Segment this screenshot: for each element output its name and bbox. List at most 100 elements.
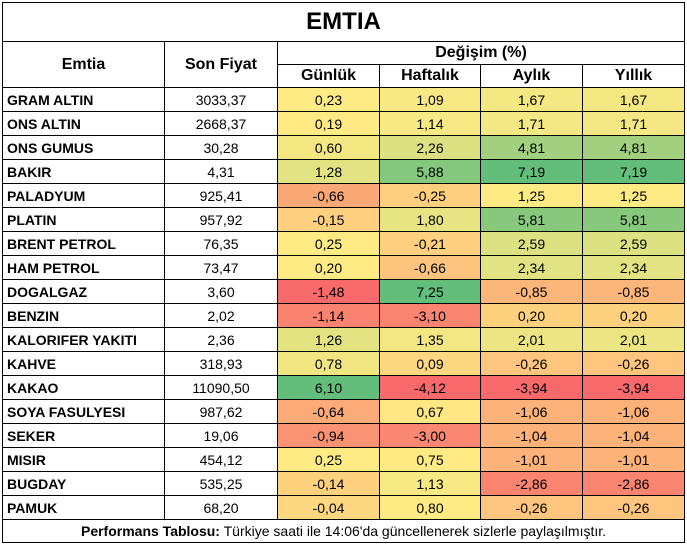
commodity-name: BAKIR <box>2 159 165 184</box>
commodity-name: KALORIFER YAKITI <box>2 327 165 352</box>
change-haftalik: 0,80 <box>379 495 481 520</box>
last-price: 318,93 <box>164 351 278 376</box>
commodity-name: BENZIN <box>2 303 165 328</box>
header-gunluk: Günlük <box>277 64 380 88</box>
last-price: 11090,50 <box>164 375 278 400</box>
change-gunluk: -0,64 <box>277 399 380 424</box>
table-footer: Performans Tablosu: Türkiye saati ile 14… <box>1 519 686 543</box>
change-yillik: 1,25 <box>581 183 686 208</box>
table-row: BRENT PETROL 76,35 0,25 -0,21 2,59 2,59 <box>2 231 686 256</box>
change-gunluk: 0,20 <box>277 255 380 280</box>
change-aylik: 7,19 <box>480 159 583 184</box>
change-haftalik: -3,00 <box>379 423 481 448</box>
last-price: 454,12 <box>164 447 278 472</box>
last-price: 2668,37 <box>164 111 278 136</box>
change-aylik: -2,86 <box>480 471 583 496</box>
change-yillik: 1,71 <box>581 111 686 136</box>
table-row: KAKAO 11090,50 6,10 -4,12 -3,94 -3,94 <box>2 375 686 400</box>
change-haftalik: 1,09 <box>379 87 481 112</box>
header-emtia: Emtia <box>2 41 165 88</box>
commodity-name: BUGDAY <box>2 471 165 496</box>
change-yillik: 4,81 <box>581 135 686 160</box>
change-aylik: 1,67 <box>480 87 583 112</box>
change-haftalik: 1,35 <box>379 327 481 352</box>
commodity-name: KAHVE <box>2 351 165 376</box>
change-yillik: 1,67 <box>581 87 686 112</box>
change-aylik: -3,94 <box>480 375 583 400</box>
commodity-name: DOGALGAZ <box>2 279 165 304</box>
header-son-fiyat: Son Fiyat <box>164 41 278 88</box>
last-price: 957,92 <box>164 207 278 232</box>
change-yillik: -0,26 <box>581 495 686 520</box>
table-title: EMTIA <box>1 2 686 42</box>
change-gunluk: 6,10 <box>277 375 380 400</box>
last-price: 3,60 <box>164 279 278 304</box>
change-yillik: 2,34 <box>581 255 686 280</box>
commodity-name: MISIR <box>2 447 165 472</box>
last-price: 30,28 <box>164 135 278 160</box>
change-haftalik: 2,26 <box>379 135 481 160</box>
change-yillik: -3,94 <box>581 375 686 400</box>
change-yillik: -1,04 <box>581 423 686 448</box>
change-haftalik: 5,88 <box>379 159 481 184</box>
change-aylik: 1,25 <box>480 183 583 208</box>
header-aylik: Aylık <box>480 64 583 88</box>
change-aylik: -0,26 <box>480 495 583 520</box>
change-aylik: -0,85 <box>480 279 583 304</box>
last-price: 4,31 <box>164 159 278 184</box>
last-price: 73,47 <box>164 255 278 280</box>
change-aylik: -1,01 <box>480 447 583 472</box>
change-haftalik: 1,14 <box>379 111 481 136</box>
commodity-name: KAKAO <box>2 375 165 400</box>
change-gunluk: 0,23 <box>277 87 380 112</box>
change-haftalik: -3,10 <box>379 303 481 328</box>
table-row: KALORIFER YAKITI 2,36 1,26 1,35 2,01 2,01 <box>2 327 686 352</box>
change-aylik: 2,59 <box>480 231 583 256</box>
change-yillik: 7,19 <box>581 159 686 184</box>
last-price: 3033,37 <box>164 87 278 112</box>
change-gunluk: -0,94 <box>277 423 380 448</box>
change-aylik: 5,81 <box>480 207 583 232</box>
last-price: 925,41 <box>164 183 278 208</box>
last-price: 68,20 <box>164 495 278 520</box>
change-yillik: -0,26 <box>581 351 686 376</box>
table-row: PALADYUM 925,41 -0,66 -0,25 1,25 1,25 <box>2 183 686 208</box>
commodity-name: HAM PETROL <box>2 255 165 280</box>
footer-bold-label: Performans Tablosu: <box>80 523 220 539</box>
change-haftalik: 0,75 <box>379 447 481 472</box>
commodity-name: PLATIN <box>2 207 165 232</box>
change-aylik: -0,26 <box>480 351 583 376</box>
change-aylik: 0,20 <box>480 303 583 328</box>
table-row: BAKIR 4,31 1,28 5,88 7,19 7,19 <box>2 159 686 184</box>
change-gunluk: 0,60 <box>277 135 380 160</box>
change-yillik: 2,59 <box>581 231 686 256</box>
change-haftalik: 7,25 <box>379 279 481 304</box>
commodity-name: PALADYUM <box>2 183 165 208</box>
table-row: BENZIN 2,02 -1,14 -3,10 0,20 0,20 <box>2 303 686 328</box>
table-row: GRAM ALTIN 3033,37 0,23 1,09 1,67 1,67 <box>2 87 686 112</box>
commodity-performance-table-container: EMTIA Emtia Son Fiyat Değişim (%) Günlük… <box>1 2 686 543</box>
change-yillik: -1,01 <box>581 447 686 472</box>
commodity-name: BRENT PETROL <box>2 231 165 256</box>
last-price: 19,06 <box>164 423 278 448</box>
change-haftalik: 1,13 <box>379 471 481 496</box>
change-yillik: 5,81 <box>581 207 686 232</box>
change-gunluk: -1,14 <box>277 303 380 328</box>
change-yillik: -1,06 <box>581 399 686 424</box>
change-haftalik: 0,67 <box>379 399 481 424</box>
commodity-name: GRAM ALTIN <box>2 87 165 112</box>
table-row: DOGALGAZ 3,60 -1,48 7,25 -0,85 -0,85 <box>2 279 686 304</box>
last-price: 76,35 <box>164 231 278 256</box>
table-row: BUGDAY 535,25 -0,14 1,13 -2,86 -2,86 <box>2 471 686 496</box>
header-degisim: Değişim (%) <box>276 41 686 65</box>
change-yillik: 0,20 <box>581 303 686 328</box>
change-gunluk: -1,48 <box>277 279 380 304</box>
footer-text: Türkiye saati ile 14:06'da güncellenerek… <box>219 523 607 539</box>
change-aylik: 1,71 <box>480 111 583 136</box>
table-row: PAMUK 68,20 -0,04 0,80 -0,26 -0,26 <box>2 495 686 520</box>
commodity-name: SEKER <box>2 423 165 448</box>
commodity-name: PAMUK <box>2 495 165 520</box>
change-gunluk: -0,14 <box>277 471 380 496</box>
table-row: KAHVE 318,93 0,78 0,09 -0,26 -0,26 <box>2 351 686 376</box>
change-haftalik: 1,80 <box>379 207 481 232</box>
